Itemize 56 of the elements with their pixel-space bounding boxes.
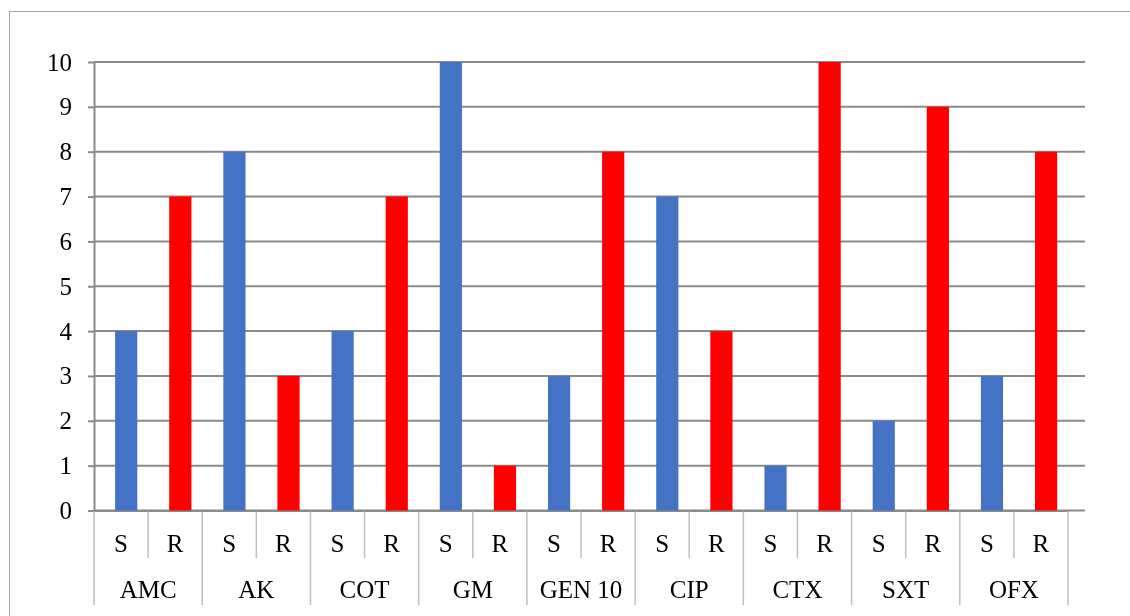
bar <box>764 465 787 511</box>
text: S <box>546 529 561 557</box>
text: R <box>707 529 725 557</box>
y-tick-label: 4 <box>59 317 73 345</box>
bar <box>872 420 895 511</box>
bar <box>115 331 138 511</box>
bar <box>1034 151 1058 511</box>
bar <box>710 331 733 511</box>
x-tick-label: AMC <box>119 576 177 604</box>
bar <box>493 465 517 511</box>
text: S <box>330 529 345 557</box>
text: R <box>275 529 292 557</box>
x-tick-label: AK <box>238 576 275 604</box>
bar <box>169 196 192 511</box>
bar <box>926 106 949 511</box>
text: R <box>924 529 942 557</box>
y-tick-label: 10 <box>47 48 72 76</box>
y-tick-label: 8 <box>59 138 72 166</box>
y-tick-label: 7 <box>59 183 72 211</box>
bar <box>385 196 408 511</box>
text: R <box>816 529 833 557</box>
text: S <box>979 529 994 557</box>
x-tick-label: GM <box>452 576 493 604</box>
text: R <box>491 529 509 557</box>
bar <box>331 331 354 511</box>
x-tick-label: GEN 10 <box>539 576 623 604</box>
text: R <box>383 529 400 557</box>
text: S <box>438 529 453 557</box>
y-tick-label: 1 <box>59 452 72 480</box>
bar <box>656 196 679 511</box>
series-label: R <box>166 529 184 557</box>
y-tick-label: 3 <box>59 362 72 390</box>
bar <box>223 151 246 511</box>
y-tick-label: 5 <box>59 272 72 300</box>
bar <box>439 62 462 511</box>
y-tick-label: 6 <box>59 227 72 255</box>
text: S <box>655 529 670 557</box>
x-tick-label: CTX <box>772 576 823 604</box>
x-tick-label: CIP <box>669 576 709 604</box>
x-tick-label: COT <box>339 576 390 604</box>
bar <box>602 151 625 511</box>
bar <box>980 375 1004 511</box>
y-tick-label: 2 <box>59 407 72 435</box>
bar <box>277 375 300 511</box>
bar <box>547 375 571 511</box>
x-tick-label: SXT <box>882 576 930 604</box>
y-tick-label: 0 <box>59 497 72 524</box>
text: R <box>599 529 617 557</box>
y-tick-label: 9 <box>59 93 72 121</box>
x-tick-label: OFX <box>988 576 1039 604</box>
series-label: S <box>114 529 129 557</box>
bar <box>818 62 841 511</box>
text: S <box>222 529 237 557</box>
text: S <box>871 529 886 557</box>
text: R <box>1032 529 1050 557</box>
text: S <box>763 529 778 557</box>
